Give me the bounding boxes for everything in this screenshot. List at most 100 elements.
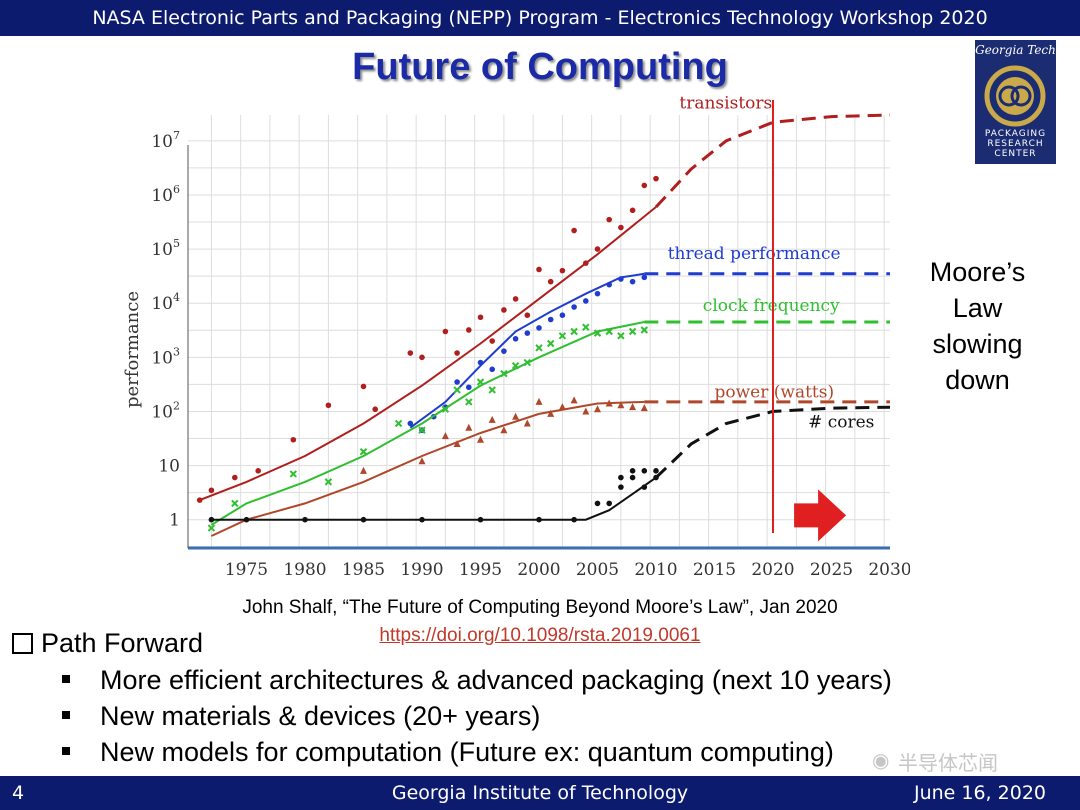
power-watts-point (640, 404, 648, 412)
thread-performance-point (536, 325, 542, 331)
thread-performance-point (583, 298, 589, 304)
logo-title: Georgia Tech (975, 43, 1056, 57)
header-bar: NASA Electronic Parts and Packaging (NEP… (0, 0, 1080, 36)
header-title: NASA Electronic Parts and Packaging (NEP… (92, 7, 988, 29)
bullet-icon (62, 747, 70, 755)
thread-performance-point (547, 316, 554, 323)
thread-performance-point (618, 276, 624, 282)
thread-performance-point (559, 312, 566, 319)
cores-point (571, 516, 577, 523)
transistors-point (524, 312, 531, 319)
transistors-point (501, 307, 507, 313)
thread-performance-series-label: thread performance (668, 244, 841, 264)
clock-frequency-point (535, 344, 543, 352)
cores-point (653, 474, 659, 481)
citation-link[interactable]: https://doi.org/10.1098/rsta.2019.0061 (379, 625, 701, 646)
power-watts-point (605, 399, 613, 407)
clock-frequency-point (511, 362, 520, 370)
clock-frequency-point (359, 448, 368, 456)
thread-performance-point (524, 330, 531, 336)
transistors-point (536, 266, 542, 273)
cores-point (629, 468, 636, 474)
side-note: Moore’s Law slowing down (929, 257, 1026, 395)
transistors-point (571, 227, 577, 234)
thread-performance-point (571, 304, 577, 310)
clock-frequency-point (289, 470, 298, 478)
x-tick-label: 2025 (810, 560, 853, 580)
footer-date: June 16, 2020 (913, 782, 1046, 804)
clock-frequency-series-label: clock frequency (703, 296, 840, 316)
footer-bar: 4 Georgia Institute of Technology June 1… (0, 776, 1080, 810)
cores-point (653, 468, 659, 474)
cores-projection-line (654, 405, 891, 479)
cores-trend-line (211, 476, 657, 521)
thread-performance-trend-line (409, 272, 645, 429)
transistors-point (196, 497, 203, 503)
cores-point (641, 468, 648, 474)
power-watts-point (488, 415, 496, 423)
thread-performance-point (641, 274, 648, 281)
transistors-series-label: transistors (679, 95, 772, 113)
clock-frequency-point (207, 524, 216, 532)
clock-frequency-point (231, 499, 239, 508)
x-tick-label: 1995 (459, 560, 502, 580)
clock-frequency-point (628, 327, 637, 336)
power-watts-point (617, 401, 625, 409)
power-watts-trend-line (210, 400, 645, 537)
x-tick-label: 1980 (283, 560, 326, 580)
transistors-point (641, 182, 648, 189)
cores-point (208, 516, 215, 523)
x-tick-label: 2010 (634, 560, 677, 580)
clock-frequency-point (324, 478, 333, 486)
x-tick-label: 1985 (342, 560, 385, 580)
power-watts-point (500, 426, 508, 434)
power-watts-point (512, 412, 520, 420)
transistors-point (255, 468, 261, 474)
x-tick-label: 2000 (517, 560, 560, 580)
clock-frequency-point (523, 358, 532, 367)
watermark: 半导体芯闻 (898, 751, 998, 775)
thread-performance-point (606, 281, 612, 288)
wechat-icon: ◉ (872, 750, 890, 772)
clock-frequency-point (593, 329, 602, 337)
clock-frequency-point (453, 386, 461, 394)
power-watts-point (629, 403, 637, 411)
checkbox-icon (12, 633, 33, 654)
cores-series-label: # cores (808, 413, 874, 433)
transistors-point (653, 175, 659, 182)
transistors-point (512, 296, 519, 302)
list-item: New models for computation (Future ex: q… (62, 734, 892, 770)
plot-area (188, 115, 890, 548)
transistors-point (466, 327, 472, 333)
transistors-point (477, 314, 484, 321)
clock-frequency-point (418, 426, 426, 434)
clock-frequency-point (465, 398, 473, 406)
thread-performance-point (501, 348, 507, 354)
page-number: 4 (12, 782, 25, 804)
transistors-point (618, 224, 624, 231)
path-forward-label: Path Forward (41, 628, 204, 658)
clock-frequency-trend-line (210, 321, 645, 526)
cores-point (594, 500, 601, 507)
x-tick-label: 2005 (576, 560, 619, 580)
transistors-point (208, 487, 215, 494)
arrow-right-icon (794, 489, 847, 542)
transistors-point (606, 216, 612, 223)
power-watts-point (535, 397, 543, 405)
transistors-point (583, 260, 589, 266)
transistors-trend-line (199, 206, 657, 502)
power-watts-point (441, 432, 449, 440)
footer-institution: Georgia Institute of Technology (391, 782, 689, 804)
seal-icon (984, 65, 1046, 127)
power-watts-point (418, 457, 426, 465)
x-tick-label: 1990 (400, 560, 443, 580)
cores-point (618, 484, 624, 490)
clock-frequency-point (582, 323, 590, 331)
clock-frequency-point (394, 419, 403, 428)
cores-point (536, 516, 542, 523)
transistors-point (594, 246, 601, 252)
cores-point (360, 516, 367, 523)
list-item-text: More efficient architectures & advanced … (100, 665, 892, 695)
list-item: New materials & devices (20+ years) (62, 698, 892, 734)
performance-chart: 1975 1980 1985 1990 1995 2000 2005 2010 2015 2020… (122, 95, 910, 580)
